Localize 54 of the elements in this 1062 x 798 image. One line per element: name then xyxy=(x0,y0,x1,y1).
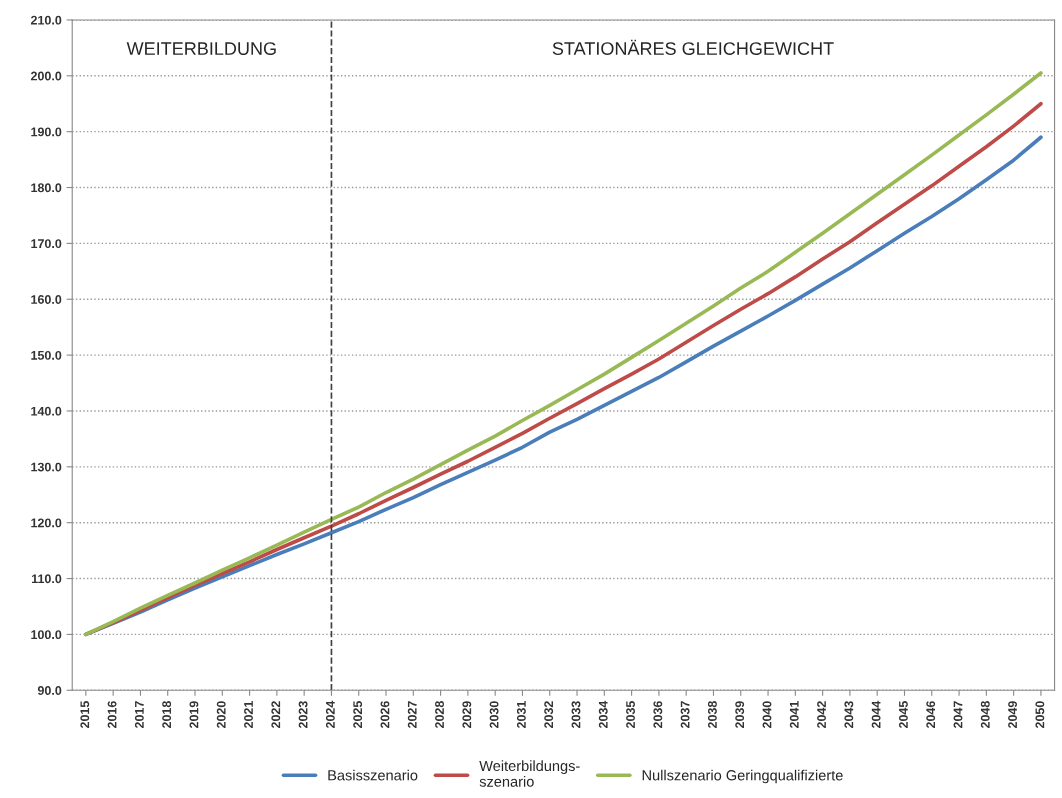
y-tick-label: 120.0 xyxy=(31,518,62,528)
x-tick-label: 2036 xyxy=(653,701,663,729)
x-tick-label: 2047 xyxy=(953,701,963,729)
x-tick-label: 2032 xyxy=(544,701,554,729)
x-tick-label: 2050 xyxy=(1035,701,1045,729)
x-tick-label: 2045 xyxy=(898,701,908,729)
x-tick-label: 2040 xyxy=(762,701,772,729)
x-tick-label: 2042 xyxy=(817,701,826,729)
x-tick-label: 2035 xyxy=(626,701,635,729)
x-tick-label: 2020 xyxy=(216,701,226,729)
y-tick-label: 200.0 xyxy=(30,71,62,81)
y-tick-label: 170.0 xyxy=(31,239,62,249)
x-tick-label: 2021 xyxy=(244,701,253,729)
x-tick-label: 2019 xyxy=(189,701,199,729)
x-tick-label: 2037 xyxy=(680,701,690,729)
annotation: WEITERBILDUNG xyxy=(126,42,276,55)
x-tick-label: 2046 xyxy=(926,701,936,729)
x-tick-label: 2048 xyxy=(980,701,990,729)
x-tick-label: 2044 xyxy=(871,700,881,729)
y-tick-label: 210.0 xyxy=(30,15,62,25)
x-tick-label: 2023 xyxy=(298,701,308,729)
y-tick-label: 100.0 xyxy=(31,630,62,640)
x-tick-label: 2025 xyxy=(353,701,363,729)
x-tick-label: 2027 xyxy=(407,701,417,729)
x-tick-label: 2022 xyxy=(271,701,281,729)
x-tick-label: 2018 xyxy=(162,701,172,729)
y-tick-label: 90.0 xyxy=(37,686,62,695)
y-tick-label: 140.0 xyxy=(31,406,62,416)
x-tick-label: 2043 xyxy=(844,701,854,729)
y-tick-label: 150.0 xyxy=(31,350,62,360)
x-tick-label: 2030 xyxy=(489,701,499,729)
x-tick-label: 2016 xyxy=(107,701,117,729)
x-tick-label: 2024 xyxy=(325,700,335,729)
x-tick-label: 2041 xyxy=(789,701,799,729)
y-tick-label: 190.0 xyxy=(31,127,62,137)
x-tick-label: 2031 xyxy=(516,701,526,729)
y-tick-label: 180.0 xyxy=(31,183,62,193)
x-tick-label: 2026 xyxy=(380,701,390,729)
annotation: STATIONÄRES GLEICHGEWICHT xyxy=(552,39,834,55)
x-tick-label: 2039 xyxy=(735,701,745,729)
x-tick-label: 2038 xyxy=(707,701,717,729)
legend-label: Nullszenario Geringqualifizierte xyxy=(642,769,843,784)
x-tick-label: 2017 xyxy=(134,701,144,729)
legend-label: Weiterbildungs- szenario xyxy=(479,760,580,787)
y-tick-label: 130.0 xyxy=(31,462,62,472)
y-tick-label: 160.0 xyxy=(31,295,62,304)
x-tick-label: 2029 xyxy=(462,701,472,729)
x-tick-label: 2034 xyxy=(598,700,608,729)
x-tick-label: 2015 xyxy=(80,701,90,729)
y-tick-label: 110.0 xyxy=(32,574,62,584)
x-tick-label: 2028 xyxy=(435,701,444,729)
x-tick-label: 2049 xyxy=(1008,701,1017,729)
x-tick-label: 2033 xyxy=(571,701,581,729)
legend-label: Basisszenario xyxy=(328,769,418,781)
